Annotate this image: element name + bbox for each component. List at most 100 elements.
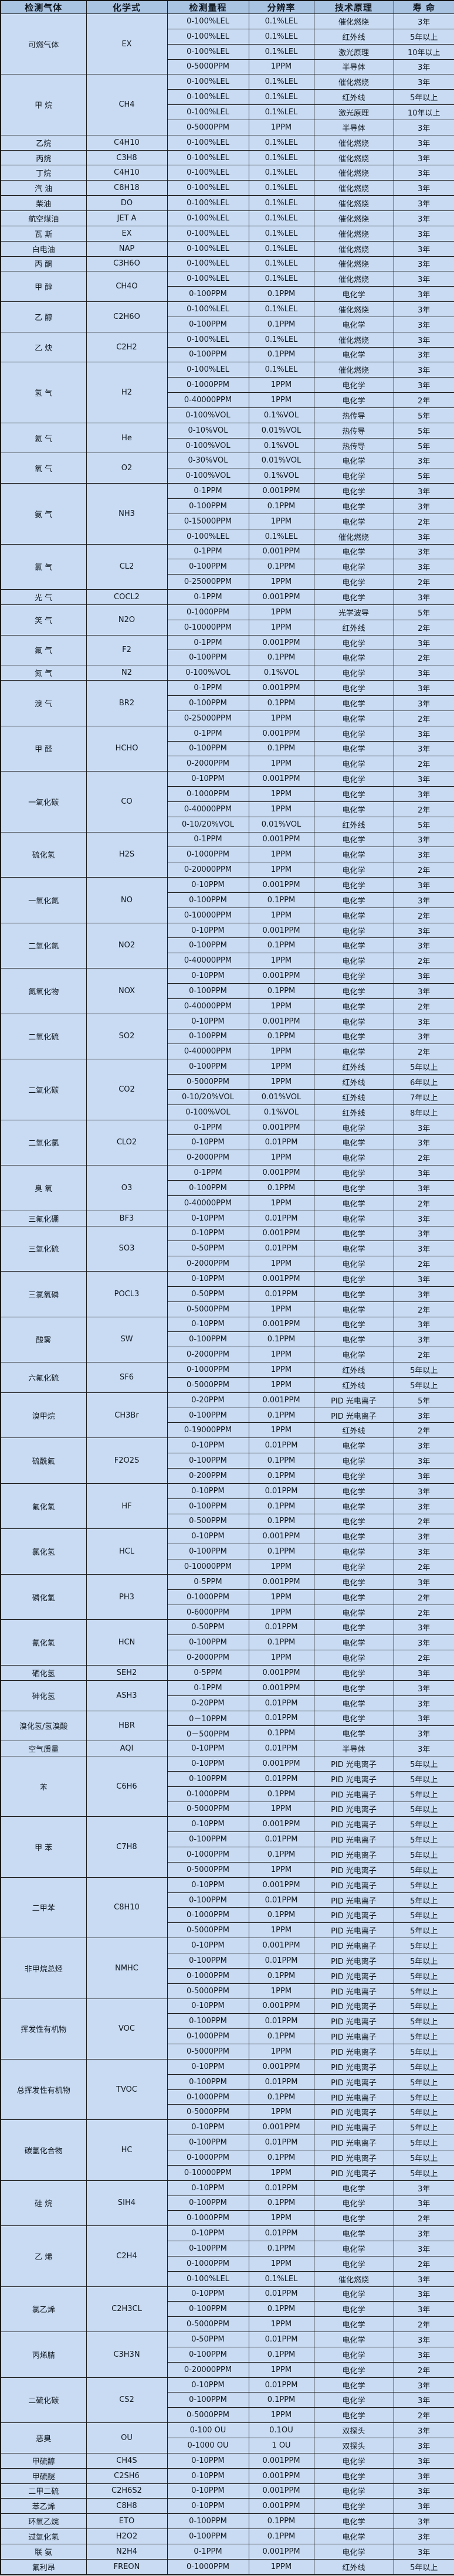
- life-cell: 2年: [393, 574, 454, 590]
- principle-cell: 双探头: [313, 2422, 394, 2438]
- principle-cell: 催化燃烧: [313, 528, 394, 545]
- range-cell: 0-50PPM: [167, 1286, 249, 1302]
- table-row: 0-1000 OU 1 OU 双探头 3年: [1, 2438, 454, 2453]
- life-cell: 5年以上: [393, 1377, 454, 1393]
- gas-name-cell: 甲 醇: [0, 271, 87, 303]
- range-cell: 0-10PPM: [167, 1756, 249, 1772]
- resolution-cell: 1PPM: [248, 907, 314, 923]
- life-cell: 3年: [393, 225, 454, 242]
- range-cell: 0-5000PPM: [167, 2104, 249, 2120]
- table-row: 乙 炔 C2H2 0-100%LEL 0.1%LEL 催化燃烧 3年: [0, 331, 454, 363]
- resolution-cell: 0.01PPM: [248, 1831, 314, 1848]
- range-cell: 0-100%LEL: [167, 256, 249, 272]
- gas-name-cell: 硒化氢: [0, 1664, 87, 1681]
- resolution-cell: 0.01%VOL: [248, 453, 314, 469]
- life-cell: 2年: [393, 998, 454, 1014]
- resolution-cell: 0.001PPM: [248, 1316, 314, 1333]
- principle-cell: PID 光电离子: [313, 1407, 394, 1423]
- life-cell: 2年: [393, 1044, 454, 1060]
- principle-cell: 红外线: [313, 89, 394, 106]
- formula-cell: C2H2: [86, 331, 168, 363]
- range-cell: 0-5PPM: [167, 1574, 249, 1590]
- range-cell: 0-1PPM: [167, 680, 249, 696]
- gas-name-cell: 丙烯腈: [0, 2332, 87, 2378]
- table-row: 乙烷 C4H10 0-100%LEL 0.1%LEL 催化燃烧 3年: [0, 134, 454, 151]
- range-cell: 0-100PPM: [167, 559, 249, 575]
- resolution-cell: 1PPM: [248, 392, 314, 408]
- resolution-cell: 0.01PPM: [248, 1286, 314, 1302]
- range-cell: 0-10PPM: [167, 1271, 249, 1287]
- range-cell: 0-2000PPM: [167, 1256, 249, 1272]
- resolution-cell: 0.01PPM: [248, 1483, 314, 1499]
- formula-cell: COCL2: [86, 589, 168, 605]
- formula-cell: N2H4: [86, 2543, 168, 2560]
- principle-cell: PID 光电离子: [313, 1998, 394, 2014]
- principle-cell: 电化学: [313, 1453, 394, 1469]
- table-row: 0-100PPM 0.01PPM PID 光电离子 5年以上: [1, 1892, 454, 1908]
- principle-cell: 电化学: [313, 2286, 394, 2302]
- life-cell: 2年: [393, 1589, 454, 1605]
- gas-name-cell: 乙 烯: [0, 2225, 87, 2287]
- formula-cell: BR2: [86, 680, 168, 726]
- life-cell: 5年以上: [393, 2558, 454, 2575]
- range-cell: 0-40000PPM: [167, 1195, 249, 1211]
- table-row: 联 氨 N2H4 0-1PPM 0.001PPM 电化学 3年: [0, 2543, 454, 2560]
- principle-cell: 电化学: [313, 1589, 394, 1605]
- column-header-col-gas: 检测气体: [0, 0, 87, 14]
- resolution-cell: 0.001PPM: [248, 922, 314, 939]
- principle-cell: 电化学: [313, 392, 394, 408]
- formula-cell: HCL: [86, 1528, 168, 1575]
- range-cell: 0-100PPM: [167, 1407, 249, 1423]
- life-cell: 3年: [393, 922, 454, 939]
- range-cell: 0-2000PPM: [167, 1150, 249, 1166]
- range-cell: 0-100%LEL: [167, 362, 249, 378]
- range-cell: 0-5000PPM: [167, 1074, 249, 1090]
- life-cell: 2年: [393, 862, 454, 878]
- principle-cell: 电化学: [313, 1210, 394, 1226]
- principle-cell: 电化学: [313, 983, 394, 999]
- table-row: 0-5000PPM 1PPM PID 光电离子 5年以上: [1, 1983, 454, 1999]
- principle-cell: 催化燃烧: [313, 74, 394, 90]
- life-cell: 3年: [393, 1134, 454, 1151]
- principle-cell: 催化燃烧: [313, 362, 394, 378]
- range-cell: 0-1000PPM: [167, 2210, 249, 2227]
- formula-cell: NO2: [86, 922, 168, 969]
- life-cell: 3年: [393, 1437, 454, 1454]
- life-cell: 2年: [393, 1301, 454, 1317]
- range-cell: 0-2000PPM: [167, 1347, 249, 1363]
- range-cell: 0-1PPM: [167, 725, 249, 742]
- life-cell: 3年: [393, 937, 454, 954]
- principle-cell: 电化学: [313, 498, 394, 514]
- formula-cell: CO2: [86, 1059, 168, 1120]
- resolution-cell: 0.01PPM: [248, 2135, 314, 2150]
- gas-name-cell: 瓦 斯: [0, 225, 87, 242]
- principle-cell: 电化学: [313, 2483, 394, 2499]
- table-row: 0-100%VOL 0.1%VOL 热传导 5年: [1, 407, 454, 423]
- gas-name-cell: 氟化氢: [0, 1483, 87, 1530]
- life-cell: 3年: [393, 2301, 454, 2317]
- table-row: 笑 气 N2O 0-1000PPM 1PPM 光学波导 5年: [0, 604, 454, 635]
- principle-cell: 红外线: [313, 1074, 394, 1090]
- table-row: 二硫化碳 CS2 0-10PPM 0.01PPM 电化学 3年: [0, 2377, 454, 2424]
- resolution-cell: 1PPM: [248, 1559, 314, 1575]
- range-cell: 0-1000PPM: [167, 1786, 249, 1802]
- table-row: 0-10000PPM 1PPM PID 光电离子 5年以上: [1, 2164, 454, 2181]
- life-cell: 2年: [393, 1150, 454, 1166]
- life-cell: 2年: [393, 1559, 454, 1575]
- life-cell: 3年: [393, 2286, 454, 2302]
- range-cell: 0-20000PPM: [167, 862, 249, 878]
- life-cell: 2年: [393, 2316, 454, 2333]
- principle-cell: 电化学: [313, 1180, 394, 1196]
- life-cell: 3年: [393, 240, 454, 257]
- life-cell: 3年: [393, 1468, 454, 1484]
- range-cell: 0-100PPM: [167, 2301, 249, 2317]
- resolution-cell: 0.1%LEL: [248, 134, 314, 151]
- table-row: 0-100PPM 0.01PPM PID 光电离子 5年以上: [1, 1953, 454, 1969]
- resolution-cell: 1PPM: [248, 2558, 314, 2575]
- range-cell: 0-10PPM: [167, 1225, 249, 1242]
- principle-cell: 电化学: [313, 543, 394, 560]
- principle-cell: 电化学: [313, 1347, 394, 1363]
- range-cell: 0-5PPM: [167, 1664, 249, 1681]
- life-cell: 2年: [393, 650, 454, 666]
- life-cell: 3年: [393, 2422, 454, 2438]
